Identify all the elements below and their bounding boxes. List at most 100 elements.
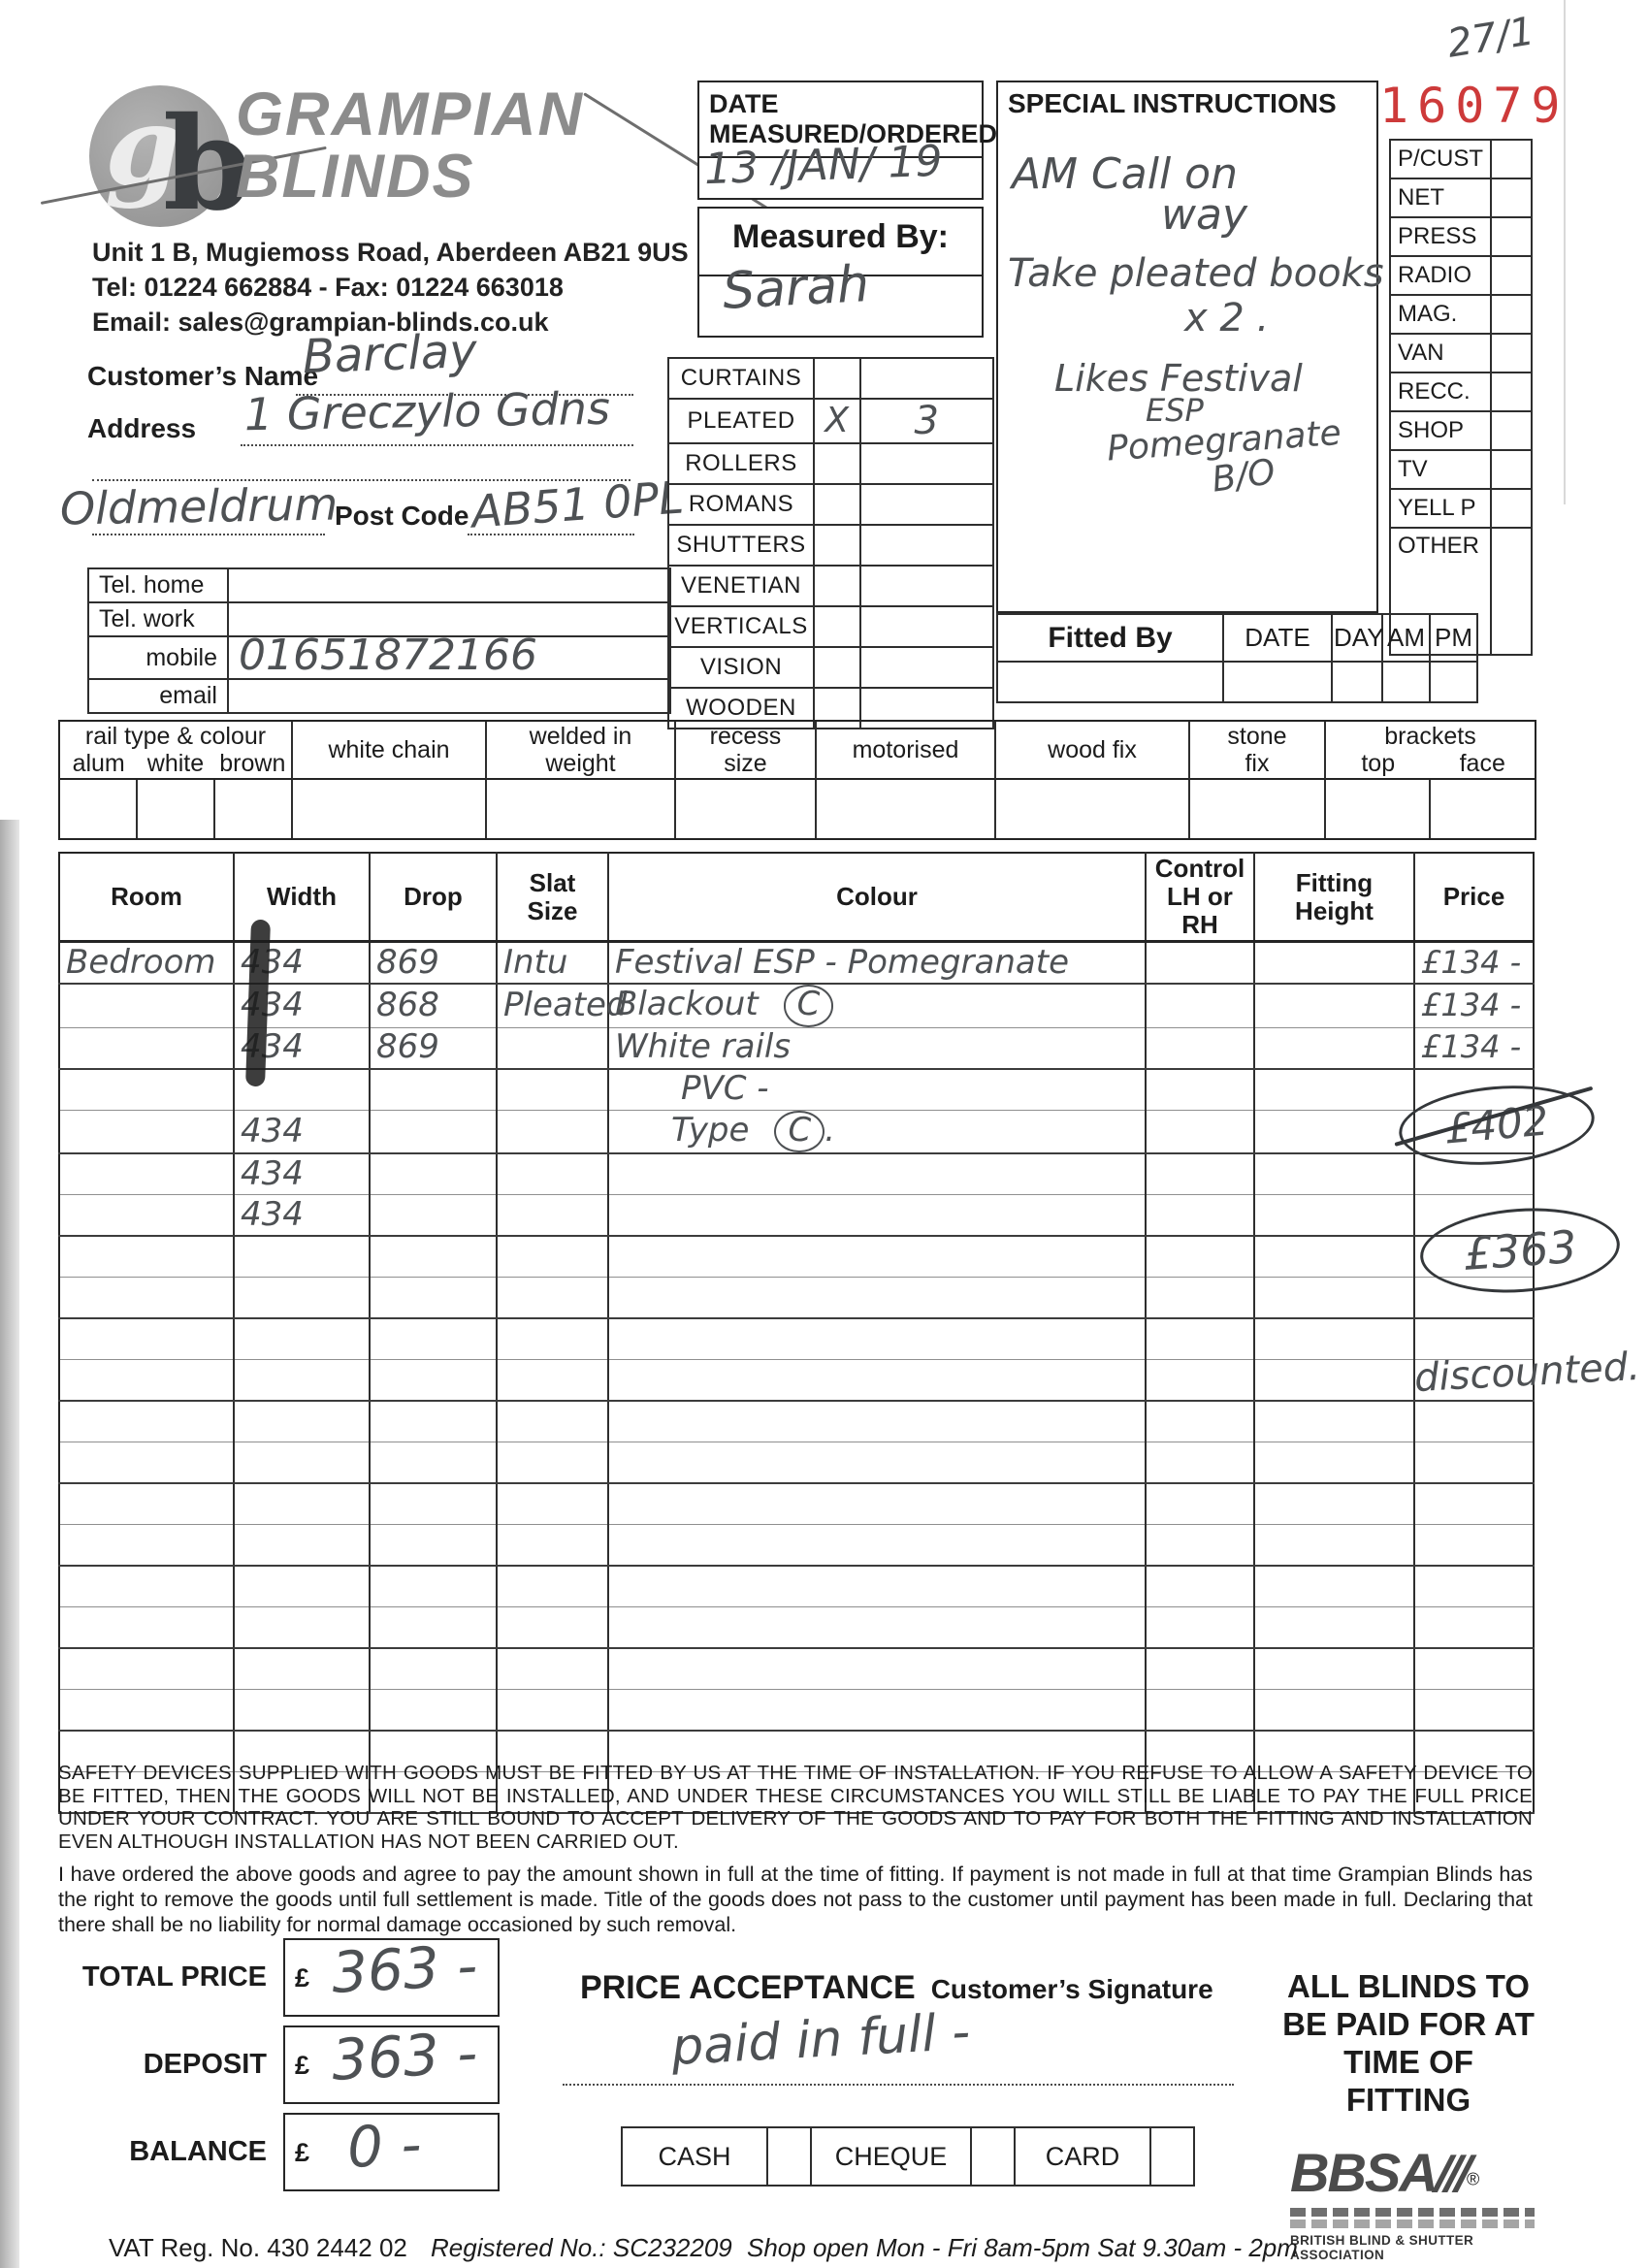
fitted-by-header-row: Fitted By DATE DAY AM PM	[996, 613, 1478, 663]
measurement-row	[59, 1401, 1534, 1443]
cell-colour	[607, 1483, 1146, 1526]
deposit-currency: £	[295, 2051, 310, 2080]
cell-fitting-height	[1253, 1236, 1414, 1279]
cell-colour	[607, 1442, 1146, 1485]
product-label: CURTAINS	[667, 357, 815, 400]
source-label: VAN	[1389, 333, 1492, 373]
balance-label: BALANCE	[129, 2136, 267, 2167]
source-checkbox	[1490, 139, 1533, 179]
slat-value: Intu	[503, 942, 568, 982]
contact-label: email	[87, 678, 229, 715]
product-check	[813, 357, 861, 400]
cell-colour	[607, 1731, 1146, 1773]
cell-drop	[369, 1689, 497, 1733]
cell-colour: PVC -	[607, 1068, 1146, 1111]
total-currency: £	[295, 1963, 310, 1993]
source-checkbox	[1490, 178, 1533, 218]
cell-control	[1145, 1731, 1254, 1773]
cell-width	[233, 1566, 370, 1608]
cell-slat: Intu	[496, 941, 608, 985]
wood-fix-header: wood fix	[996, 722, 1190, 780]
measurement-row	[59, 1648, 1534, 1691]
contact-row: mobile 01651872166	[87, 632, 671, 681]
header-drop: Drop	[369, 853, 497, 943]
cash-label: CASH	[621, 2126, 768, 2187]
price-value: £134 -	[1421, 1028, 1522, 1066]
company-registration: Registered No.: SC232209	[431, 2233, 732, 2262]
colour-circled-letter: C	[783, 985, 834, 1027]
product-label: ROLLERS	[667, 442, 815, 485]
product-label: WOODEN	[667, 687, 815, 729]
cell-fitting-height	[1253, 1606, 1414, 1650]
measurement-row	[59, 1566, 1534, 1608]
price-acceptance-title: PRICE ACCEPTANCE	[580, 1969, 916, 2006]
total-price-value: 363 -	[330, 1932, 479, 2006]
colour-suffix: .	[824, 1110, 835, 1150]
source-checkbox	[1490, 527, 1533, 656]
fitted-date-label: DATE	[1222, 613, 1333, 663]
header-price: Price	[1413, 853, 1534, 943]
cell-fitting-height	[1253, 1648, 1414, 1691]
postcode-label: Post Code	[335, 501, 469, 531]
drop-value: 868	[376, 986, 439, 1024]
brackets-top-cell	[1326, 780, 1431, 838]
cell-room	[59, 1442, 234, 1485]
product-row: SHUTTERS	[667, 524, 994, 567]
measurement-row: 434	[59, 1153, 1534, 1196]
cell-colour	[607, 1318, 1146, 1361]
product-label: SHUTTERS	[667, 524, 815, 567]
source-checkbox	[1490, 333, 1533, 373]
cell-slat: Pleated	[496, 984, 628, 1028]
cell-slat	[496, 1068, 608, 1111]
cell-control	[1145, 1566, 1254, 1608]
date-measured-box: DATE MEASURED/ORDERED	[697, 81, 997, 200]
cell-colour: Festival ESP - Pomegranate	[607, 941, 1146, 985]
measurement-row: 434 869 White rails £134 -	[59, 1027, 1534, 1070]
bbsa-caption: BRITISH BLIND & SHUTTER ASSOCIATION	[1290, 2233, 1474, 2262]
price-value: £134 -	[1421, 986, 1522, 1023]
card-label: CARD	[1014, 2126, 1151, 2187]
product-check	[813, 565, 861, 607]
product-qty	[859, 605, 994, 648]
source-label: RECC.	[1389, 372, 1492, 412]
options-entry-row	[60, 780, 1535, 838]
cell-price	[1413, 1648, 1534, 1691]
source-label: NET	[1389, 178, 1492, 218]
wood-fix-cell	[996, 780, 1190, 838]
cell-control	[1145, 1110, 1254, 1155]
product-check	[813, 524, 861, 567]
source-row: YELL P	[1389, 488, 1533, 529]
cell-fitting-height	[1253, 1068, 1414, 1111]
cell-slat	[496, 1110, 608, 1155]
product-row: VERTICALS	[667, 605, 994, 648]
company-address-block: Unit 1 B, Mugiemoss Road, Aberdeen AB21 …	[92, 235, 689, 340]
cell-width	[233, 1318, 370, 1361]
brackets-face-label: face	[1459, 750, 1505, 777]
cell-drop	[369, 1068, 497, 1111]
cell-colour	[607, 1524, 1146, 1568]
postcode-rule-bottom	[468, 534, 634, 535]
source-checkbox	[1490, 488, 1533, 529]
brackets-face-cell	[1431, 780, 1535, 838]
width-value: 434	[241, 1195, 304, 1235]
cell-slat	[496, 1359, 608, 1403]
customer-name-line	[296, 394, 633, 396]
cell-drop	[369, 1771, 497, 1815]
measurement-row	[59, 1524, 1534, 1568]
total-price-box	[283, 1938, 500, 2017]
source-row: PRESS	[1389, 216, 1533, 257]
header-slat-size: Slat Size	[496, 853, 608, 943]
company-telfax: Tel: 01224 662884 - Fax: 01224 663018	[92, 273, 564, 302]
measurements-area: Room Width Drop Slat Size Colour Control…	[58, 852, 1641, 1815]
vat-registration: VAT Reg. No. 430 2442 02	[109, 2233, 407, 2262]
width-value: 434	[241, 1154, 304, 1194]
source-label: SHOP	[1389, 410, 1492, 451]
rail-type-title: rail type & colour	[84, 723, 267, 750]
cell-fitting-height	[1253, 1027, 1414, 1070]
rail-white-cell	[138, 780, 215, 838]
cell-slat	[496, 1689, 608, 1733]
measurement-row	[59, 1771, 1534, 1815]
product-row: VENETIAN	[667, 565, 994, 607]
cell-control	[1145, 1277, 1254, 1320]
cell-slat	[496, 1771, 608, 1815]
